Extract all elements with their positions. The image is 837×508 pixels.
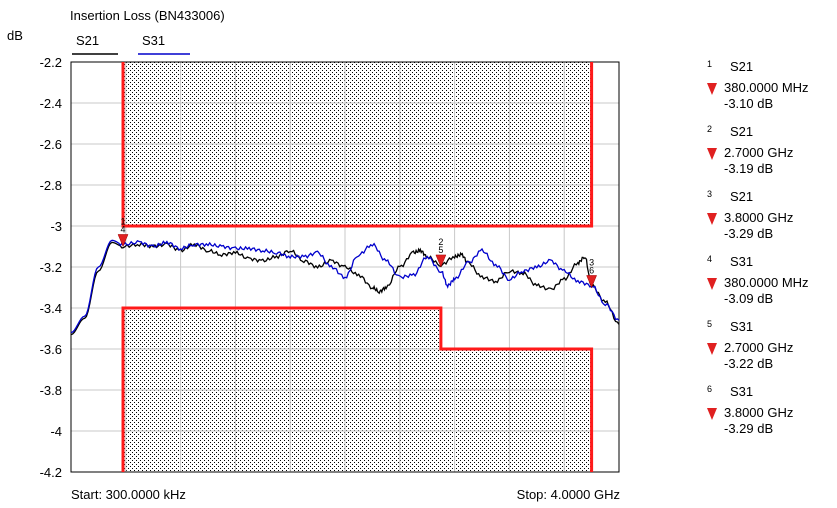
marker-group: 25 — [435, 237, 447, 268]
trace-s21 — [70, 241, 620, 336]
y-tick-label: -2.2 — [40, 55, 62, 70]
y-tick-label: -2.8 — [40, 178, 62, 193]
y-tick-label: -4.2 — [40, 465, 62, 480]
y-tick-label: -2.4 — [40, 96, 62, 111]
trace-label-s21: S21 — [76, 33, 99, 48]
marker-legend-icon — [707, 213, 717, 225]
marker-legend-value: -3.19 dB — [724, 161, 773, 176]
y-unit-label: dB — [7, 28, 23, 43]
marker-legend-freq: 2.7000 GHz — [724, 340, 793, 355]
limit-lines — [121, 62, 594, 472]
marker-legend-id: 3 — [707, 189, 712, 199]
marker-legend-trace: S31 — [730, 319, 753, 334]
y-tick-label: -3 — [50, 219, 62, 234]
marker-number: 2 — [438, 237, 443, 247]
trace-s31 — [70, 239, 620, 334]
marker-group: 14 — [117, 216, 129, 248]
marker-number: 5 — [438, 245, 443, 255]
marker-legend-trace: S21 — [730, 189, 753, 204]
marker-group: 36 — [586, 257, 597, 289]
stop-frequency-label: Stop: 4.0000 GHz — [517, 487, 620, 502]
y-tick-label: -3.2 — [40, 260, 62, 275]
y-tick-labels: -2.2 -2.4 -2.6 -2.8 -3 -3.2 -3.4 -3.6 -3.8 -4 -4.2 — [40, 55, 62, 480]
chart-title: Insertion Loss (BN433006) — [70, 8, 225, 23]
y-tick-label: -3.4 — [40, 301, 62, 316]
marker-legend-value: -3.22 dB — [724, 356, 773, 371]
marker-legend-value: -3.10 dB — [724, 96, 773, 111]
marker-legend-value: -3.09 dB — [724, 291, 773, 306]
marker-legend-icon — [707, 83, 717, 95]
marker-triangle — [586, 275, 597, 289]
marker-legend-trace: S31 — [730, 384, 753, 399]
marker-legend-icon — [707, 343, 717, 355]
limit-line-lower — [121, 306, 594, 472]
marker-legend-item: 4 S31 380.0000 MHz-3.09 dB — [707, 254, 809, 306]
start-frequency-label: Start: 300.0000 kHz — [71, 487, 186, 502]
plot-frame — [70, 61, 620, 473]
marker-legend-freq: 3.8000 GHz — [724, 405, 793, 420]
marker-legend-item: 3 S21 3.8000 GHz-3.29 dB — [707, 189, 793, 241]
marker-legend-freq: 3.8000 GHz — [724, 210, 793, 225]
y-tick-label: -2.6 — [40, 137, 62, 152]
traces — [70, 239, 620, 336]
marker-legend-item: 6 S31 3.8000 GHz-3.29 dB — [707, 384, 793, 436]
marker-legend-freq: 380.0000 MHz — [724, 80, 809, 95]
marker-legend-id: 5 — [707, 319, 712, 329]
limit-line-upper — [121, 62, 594, 228]
markers: 14 25 36 — [117, 216, 597, 289]
marker-number: 1 — [121, 216, 126, 226]
marker-legend-item: 2 S21 2.7000 GHz-3.19 dB — [707, 124, 793, 176]
y-tick-label: -3.8 — [40, 383, 62, 398]
marker-number: 6 — [589, 265, 594, 275]
marker-legend-trace: S31 — [730, 254, 753, 269]
marker-legend-freq: 2.7000 GHz — [724, 145, 793, 160]
marker-legend-icon — [707, 408, 717, 420]
marker-legend-item: 5 S31 2.7000 GHz-3.22 dB — [707, 319, 793, 371]
marker-legend-id: 4 — [707, 254, 712, 264]
trace-label-s31: S31 — [142, 33, 165, 48]
marker-number: 3 — [589, 257, 594, 267]
marker-legend-icon — [707, 278, 717, 290]
marker-legend-trace: S21 — [730, 124, 753, 139]
marker-legend-icon — [707, 148, 717, 160]
marker-legend-id: 1 — [707, 59, 712, 69]
y-tick-label: -4 — [50, 424, 62, 439]
marker-legend-id: 6 — [707, 384, 712, 394]
marker-triangle — [117, 234, 129, 248]
marker-number: 4 — [121, 224, 126, 234]
marker-legend-id: 2 — [707, 124, 712, 134]
marker-triangle — [435, 254, 447, 268]
marker-legend-value: -3.29 dB — [724, 226, 773, 241]
marker-legend-value: -3.29 dB — [724, 421, 773, 436]
marker-legend-trace: S21 — [730, 59, 753, 74]
marker-legend-freq: 380.0000 MHz — [724, 275, 809, 290]
marker-legend-item: 1 S21 380.0000 MHz-3.10 dB — [707, 59, 809, 111]
y-tick-label: -3.6 — [40, 342, 62, 357]
